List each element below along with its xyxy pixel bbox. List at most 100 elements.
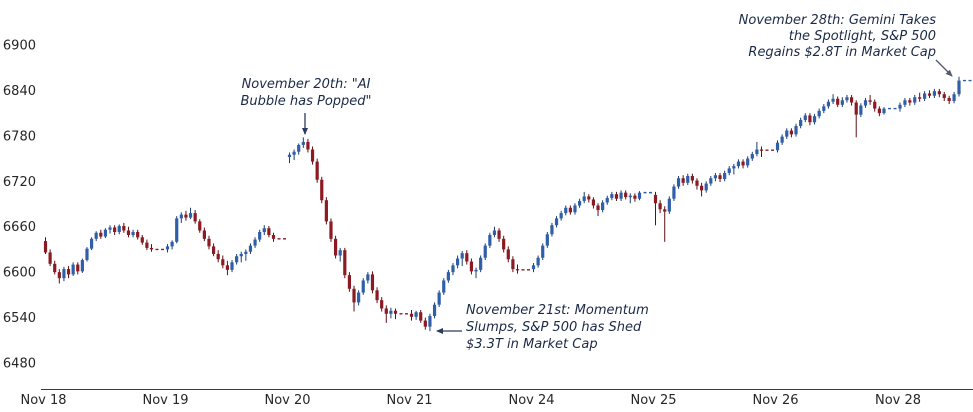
candle-body	[506, 249, 510, 260]
candle-body	[170, 241, 174, 247]
candle-body	[676, 178, 681, 187]
candle-body	[849, 97, 854, 103]
candle-body	[271, 235, 276, 239]
candle-body	[836, 98, 840, 105]
candle-body	[624, 192, 628, 198]
candle-body	[292, 151, 296, 155]
annotation-nov28-gemini-spotlight: November 28th: Gemini Takes the Spotligh…	[686, 13, 936, 61]
candle-body	[718, 175, 722, 180]
candle-body	[952, 94, 956, 102]
candle-body	[446, 272, 450, 281]
candle-body	[423, 320, 427, 327]
candle-body	[315, 161, 319, 180]
candle-body	[43, 241, 48, 253]
candle-body	[817, 110, 821, 117]
candle-body	[131, 232, 135, 236]
candle-body	[502, 238, 506, 250]
candle-body	[48, 252, 52, 264]
candle-body	[320, 179, 324, 201]
candle-body	[483, 245, 487, 258]
candle-body	[699, 185, 704, 191]
candle-body	[736, 161, 741, 167]
candle-body	[554, 218, 559, 226]
candle-body	[85, 248, 89, 261]
candle-body	[287, 154, 292, 158]
candle-body	[947, 97, 951, 102]
y-tick-label: 6540	[3, 311, 36, 326]
candle-body	[338, 250, 342, 256]
y-tick-label: 6840	[3, 84, 36, 99]
candle-body	[221, 259, 225, 266]
candle-body	[384, 308, 388, 314]
x-axis-labels: Nov 18 Nov 19 Nov 20 Nov 21 Nov 24 Nov 25 Nov …	[20, 393, 921, 408]
candle-body	[366, 274, 370, 281]
candle-body	[370, 274, 375, 291]
candle-body	[672, 186, 676, 199]
candle-body	[184, 214, 188, 218]
candle-body	[780, 136, 784, 143]
annotation-nov20-ai-bubble: November 20th: "AI Bubble has Popped"	[206, 76, 406, 110]
annotation-line: November 20th: "AI	[241, 77, 371, 92]
candle-body	[653, 194, 658, 204]
candle-body	[393, 310, 398, 314]
candle-body	[460, 253, 464, 259]
annotation-line: $3.3T in Market Cap	[466, 337, 598, 352]
candle-body	[442, 280, 446, 293]
candle-body	[686, 175, 690, 183]
candle-body	[357, 292, 361, 303]
candle-body	[577, 200, 582, 206]
candle-body	[103, 229, 108, 237]
candles-group	[43, 76, 972, 332]
x-tick-label: Nov 20	[264, 393, 310, 408]
candle-body	[361, 280, 365, 293]
candle-body	[57, 272, 61, 279]
candle-body	[99, 232, 103, 237]
candle-body	[497, 230, 501, 239]
candle-body	[681, 178, 685, 183]
x-tick-label: Nov 24	[508, 393, 554, 408]
candle-body	[329, 221, 333, 239]
candle-body	[932, 91, 937, 96]
candle-body	[957, 80, 961, 95]
candle-body	[248, 245, 253, 252]
candle-body	[746, 158, 750, 166]
candle-body	[610, 194, 614, 198]
candle-body	[239, 253, 243, 257]
candle-body	[667, 198, 671, 212]
candle-body	[66, 269, 71, 275]
x-tick-label: Nov 26	[752, 393, 798, 408]
candle-body	[908, 100, 912, 103]
candle-body	[937, 91, 941, 95]
candle-body	[211, 246, 216, 254]
candle-body	[587, 196, 591, 200]
candle-body	[564, 207, 568, 214]
candle-body	[750, 154, 754, 159]
candle-body	[803, 115, 807, 120]
candle-body	[596, 205, 600, 211]
candle-body	[709, 178, 713, 184]
candle-body	[389, 310, 393, 314]
candle-body	[117, 225, 121, 233]
y-tick-label: 6660	[3, 220, 36, 235]
candle-body	[145, 242, 149, 248]
candle-body	[859, 105, 863, 115]
candle-body	[80, 260, 84, 272]
candle-body	[202, 230, 206, 239]
candle-body	[785, 130, 789, 137]
candle-body	[854, 102, 858, 115]
y-tick-label: 6900	[3, 39, 36, 54]
y-tick-label: 6720	[3, 175, 36, 190]
candle-body	[414, 312, 418, 317]
candle-body	[727, 168, 731, 173]
x-tick-label: Nov 21	[386, 393, 432, 408]
candle-body	[479, 257, 483, 270]
candle-body	[863, 100, 868, 106]
candle-body	[94, 232, 98, 239]
candle-body	[451, 265, 455, 273]
candle-body	[799, 119, 803, 127]
candle-body	[140, 237, 144, 243]
candle-body	[826, 101, 831, 107]
candle-body	[541, 245, 545, 258]
candle-body	[193, 213, 197, 222]
candle-body	[568, 207, 572, 213]
